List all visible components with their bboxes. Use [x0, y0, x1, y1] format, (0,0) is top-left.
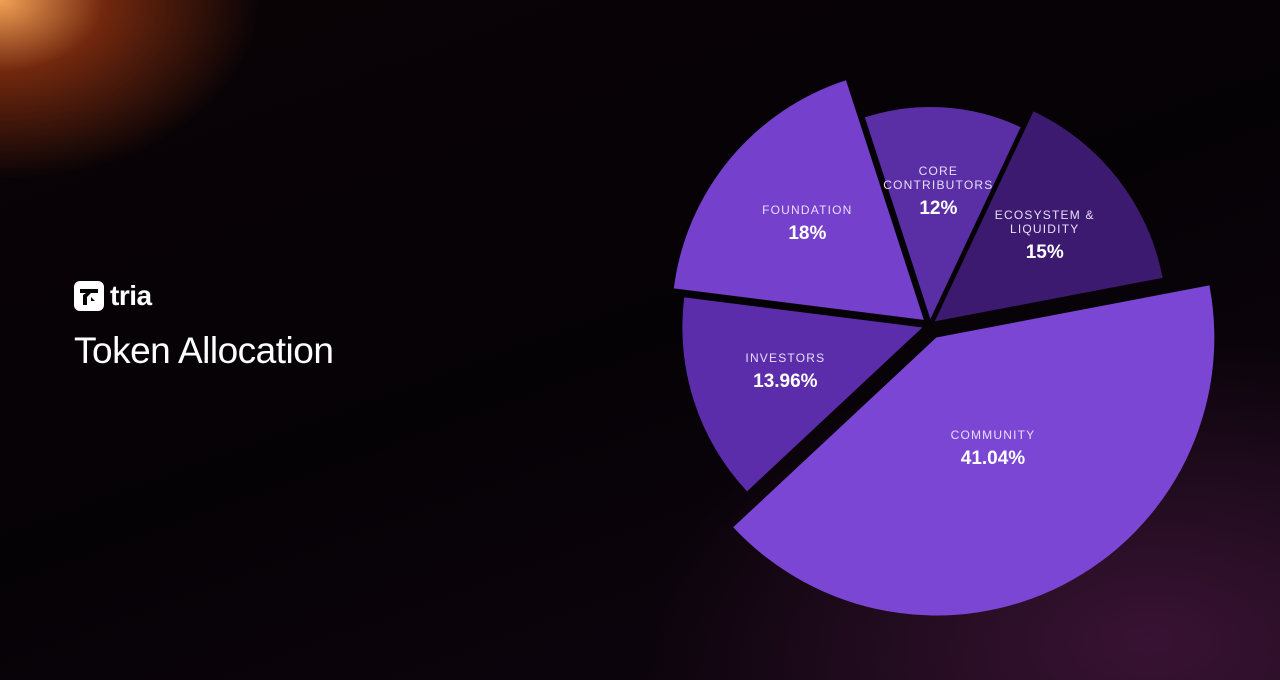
pie-slice [733, 285, 1215, 616]
slice-label: CORE CONTRIBUTORS 12% [873, 164, 1003, 220]
pie-slice [682, 297, 923, 492]
category-label: COMMUNITY [950, 428, 1036, 443]
pie-slice [673, 80, 924, 320]
pie-slice [934, 111, 1163, 322]
category-label: CORE CONTRIBUTORS [883, 164, 994, 193]
slice-label: INVESTORS 13.96% [720, 351, 850, 393]
brand: tria [74, 280, 152, 312]
slice-label: FOUNDATION 18% [742, 203, 872, 245]
slice-label: ECOSYSTEM & LIQUIDITY 15% [980, 208, 1110, 264]
value-label: 13.96% [753, 370, 818, 392]
category-label: ECOSYSTEM & LIQUIDITY [994, 208, 1095, 236]
pie-slice [864, 107, 1021, 320]
value-label: 41.04% [960, 448, 1026, 470]
brand-name: tria [110, 280, 152, 311]
value-label: 12% [919, 198, 958, 220]
brand-logo [74, 281, 104, 311]
slice-label: COMMUNITY 41.04% [928, 428, 1058, 470]
chart-title: Token Allocation [74, 330, 334, 371]
value-label: 18% [788, 222, 827, 244]
category-label: FOUNDATION [762, 202, 853, 217]
value-label: 15% [1025, 242, 1064, 263]
category-label: INVESTORS [745, 350, 826, 365]
